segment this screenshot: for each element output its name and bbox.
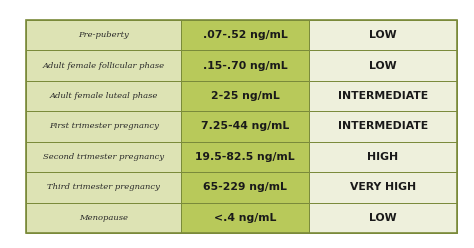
Text: 65-229 ng/mL: 65-229 ng/mL bbox=[203, 183, 287, 192]
Text: VERY HIGH: VERY HIGH bbox=[350, 183, 416, 192]
Text: Second trimester pregnancy: Second trimester pregnancy bbox=[43, 153, 164, 161]
Bar bbox=[26, 142, 182, 172]
Bar bbox=[26, 50, 182, 81]
Text: Adult female luteal phase: Adult female luteal phase bbox=[49, 92, 158, 100]
Text: HIGH: HIGH bbox=[367, 152, 399, 162]
Text: 2-25 ng/mL: 2-25 ng/mL bbox=[210, 91, 279, 101]
Bar bbox=[309, 20, 457, 50]
Text: <.4 ng/mL: <.4 ng/mL bbox=[214, 213, 276, 223]
Text: LOW: LOW bbox=[369, 213, 397, 223]
Text: Third trimester pregnancy: Third trimester pregnancy bbox=[47, 184, 160, 191]
Bar bbox=[309, 111, 457, 142]
Text: LOW: LOW bbox=[369, 30, 397, 40]
Text: First trimester pregnancy: First trimester pregnancy bbox=[49, 123, 159, 130]
Text: Menopause: Menopause bbox=[79, 214, 128, 222]
Bar bbox=[182, 81, 309, 111]
Bar bbox=[182, 172, 309, 203]
Text: INTERMEDIATE: INTERMEDIATE bbox=[338, 91, 428, 101]
Bar bbox=[182, 142, 309, 172]
Text: 19.5-82.5 ng/mL: 19.5-82.5 ng/mL bbox=[195, 152, 295, 162]
Bar bbox=[26, 20, 182, 50]
Bar bbox=[26, 203, 182, 233]
Bar bbox=[309, 142, 457, 172]
Bar bbox=[309, 50, 457, 81]
Bar bbox=[309, 203, 457, 233]
Text: LOW: LOW bbox=[369, 61, 397, 70]
Bar bbox=[182, 50, 309, 81]
Text: Adult female follicular phase: Adult female follicular phase bbox=[43, 62, 165, 69]
Bar bbox=[26, 172, 182, 203]
Bar bbox=[182, 20, 309, 50]
Bar bbox=[309, 172, 457, 203]
Text: .07-.52 ng/mL: .07-.52 ng/mL bbox=[202, 30, 287, 40]
Bar bbox=[26, 81, 182, 111]
Bar bbox=[182, 111, 309, 142]
Text: INTERMEDIATE: INTERMEDIATE bbox=[338, 122, 428, 131]
Bar bbox=[26, 111, 182, 142]
Bar bbox=[309, 81, 457, 111]
Bar bbox=[182, 203, 309, 233]
Text: .15-.70 ng/mL: .15-.70 ng/mL bbox=[203, 61, 287, 70]
Text: 7.25-44 ng/mL: 7.25-44 ng/mL bbox=[201, 122, 289, 131]
Bar bbox=[26, 20, 457, 233]
Text: Pre-puberty: Pre-puberty bbox=[78, 31, 129, 39]
